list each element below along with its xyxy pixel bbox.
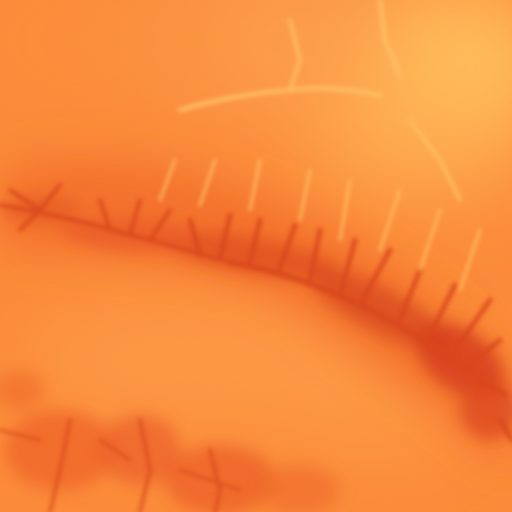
southern-basin xyxy=(20,290,470,460)
southern-channels xyxy=(0,418,242,512)
northern-plateau xyxy=(0,0,512,200)
drainage-channels xyxy=(0,183,512,443)
ridgelines xyxy=(158,0,482,292)
southern-foothills xyxy=(0,370,340,512)
